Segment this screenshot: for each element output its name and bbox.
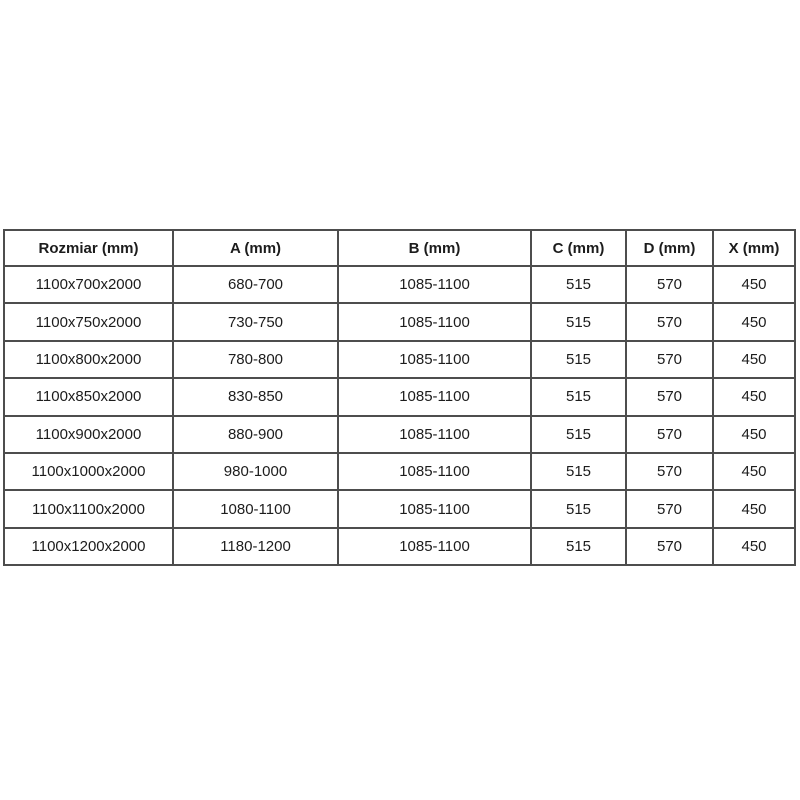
header-cell-x: X (mm) [712,229,796,267]
table-cell-rozmiar: 1100x1200x2000 [3,526,174,567]
table-row: 1100x800x2000 780-800 1085-1100 515 570 … [3,339,796,380]
table-cell-a: 730-750 [172,302,339,342]
table-cell-c: 515 [530,339,627,380]
table-cell-x: 450 [712,489,796,529]
table-cell-a: 880-900 [172,414,339,454]
header-cell-b: B (mm) [337,229,532,267]
table-cell-c: 515 [530,451,627,492]
table-cell-b: 1085-1100 [337,451,532,492]
table-cell-d: 570 [625,414,714,454]
table-row: 1100x750x2000 730-750 1085-1100 515 570 … [3,302,796,342]
table-row: 1100x850x2000 830-850 1085-1100 515 570 … [3,377,796,417]
header-cell-c: C (mm) [530,229,627,267]
table-cell-d: 570 [625,526,714,567]
table-cell-rozmiar: 1100x800x2000 [3,339,174,380]
table-cell-c: 515 [530,377,627,417]
table-cell-x: 450 [712,526,796,567]
table-cell-d: 570 [625,377,714,417]
table-cell-rozmiar: 1100x1100x2000 [3,489,174,529]
table-row: 1100x700x2000 680-700 1085-1100 515 570 … [3,264,796,305]
table-cell-rozmiar: 1100x700x2000 [3,264,174,305]
table-cell-d: 570 [625,339,714,380]
table-cell-a: 780-800 [172,339,339,380]
table-row: 1100x1100x2000 1080-1100 1085-1100 515 5… [3,489,796,529]
table-cell-b: 1085-1100 [337,339,532,380]
header-cell-a: A (mm) [172,229,339,267]
table-cell-b: 1085-1100 [337,489,532,529]
table-cell-a: 980-1000 [172,451,339,492]
table-cell-b: 1085-1100 [337,264,532,305]
table-cell-rozmiar: 1100x900x2000 [3,414,174,454]
table-cell-b: 1085-1100 [337,377,532,417]
table-cell-x: 450 [712,414,796,454]
table-cell-d: 570 [625,302,714,342]
table-cell-x: 450 [712,302,796,342]
table-row: 1100x1000x2000 980-1000 1085-1100 515 57… [3,451,796,492]
table-cell-d: 570 [625,489,714,529]
size-specification-table: Rozmiar (mm) A (mm) B (mm) C (mm) D (mm)… [3,229,796,567]
header-cell-rozmiar: Rozmiar (mm) [3,229,174,267]
table-cell-b: 1085-1100 [337,414,532,454]
table-cell-a: 1080-1100 [172,489,339,529]
table-cell-c: 515 [530,526,627,567]
table-cell-c: 515 [530,414,627,454]
table-header-row: Rozmiar (mm) A (mm) B (mm) C (mm) D (mm)… [3,229,796,267]
table-cell-b: 1085-1100 [337,302,532,342]
table-cell-d: 570 [625,264,714,305]
table-cell-rozmiar: 1100x750x2000 [3,302,174,342]
table-cell-a: 680-700 [172,264,339,305]
table-cell-rozmiar: 1100x1000x2000 [3,451,174,492]
table-cell-a: 830-850 [172,377,339,417]
table-cell-x: 450 [712,451,796,492]
table-cell-c: 515 [530,264,627,305]
table-cell-x: 450 [712,377,796,417]
table-cell-d: 570 [625,451,714,492]
table-cell-c: 515 [530,489,627,529]
table-row: 1100x1200x2000 1180-1200 1085-1100 515 5… [3,526,796,567]
table-cell-a: 1180-1200 [172,526,339,567]
table-cell-x: 450 [712,339,796,380]
table-cell-rozmiar: 1100x850x2000 [3,377,174,417]
table-row: 1100x900x2000 880-900 1085-1100 515 570 … [3,414,796,454]
table-cell-c: 515 [530,302,627,342]
table-cell-x: 450 [712,264,796,305]
table-cell-b: 1085-1100 [337,526,532,567]
header-cell-d: D (mm) [625,229,714,267]
